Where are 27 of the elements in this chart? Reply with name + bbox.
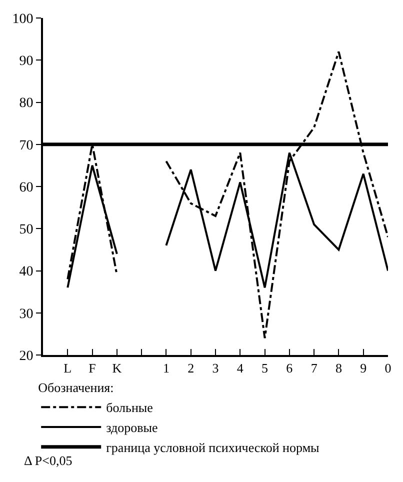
y-tick-label: 100 [12, 12, 34, 27]
y-tick-label: 20 [19, 348, 34, 364]
text: Δ P<0,05 [24, 453, 72, 468]
x-tick-label: L [64, 360, 72, 376]
y-tick-label: 80 [19, 96, 34, 112]
legend-label: здоровые [106, 420, 158, 436]
x-tick-label: K [112, 360, 122, 376]
x-tick-label: 8 [335, 360, 342, 376]
x-tick-label: 2 [188, 360, 194, 376]
y-tick-label: 50 [19, 222, 34, 238]
x-tick-label: 3 [212, 360, 219, 376]
y-tick-label: 60 [19, 180, 34, 196]
x-tick-label: 9 [360, 360, 367, 376]
y-tick-label: 70 [19, 138, 34, 154]
x-tick-label: 1 [162, 360, 170, 376]
x-tick-label: F [88, 360, 96, 376]
x-tick-label: 7 [310, 360, 318, 376]
x-tick-label: 4 [236, 360, 244, 376]
y-tick-label: 90 [19, 54, 34, 70]
legend-label: больные [106, 400, 154, 416]
legend-label: граница условной психической нормы [106, 440, 320, 455]
x-tick-label: 5 [262, 360, 268, 376]
x-tick-label: 6 [286, 360, 294, 376]
x-tick-label: 0 [384, 360, 392, 376]
y-tick-label: 40 [19, 264, 34, 280]
y-tick-label: 30 [19, 306, 34, 322]
legend-title: Обозначения: [38, 380, 114, 396]
